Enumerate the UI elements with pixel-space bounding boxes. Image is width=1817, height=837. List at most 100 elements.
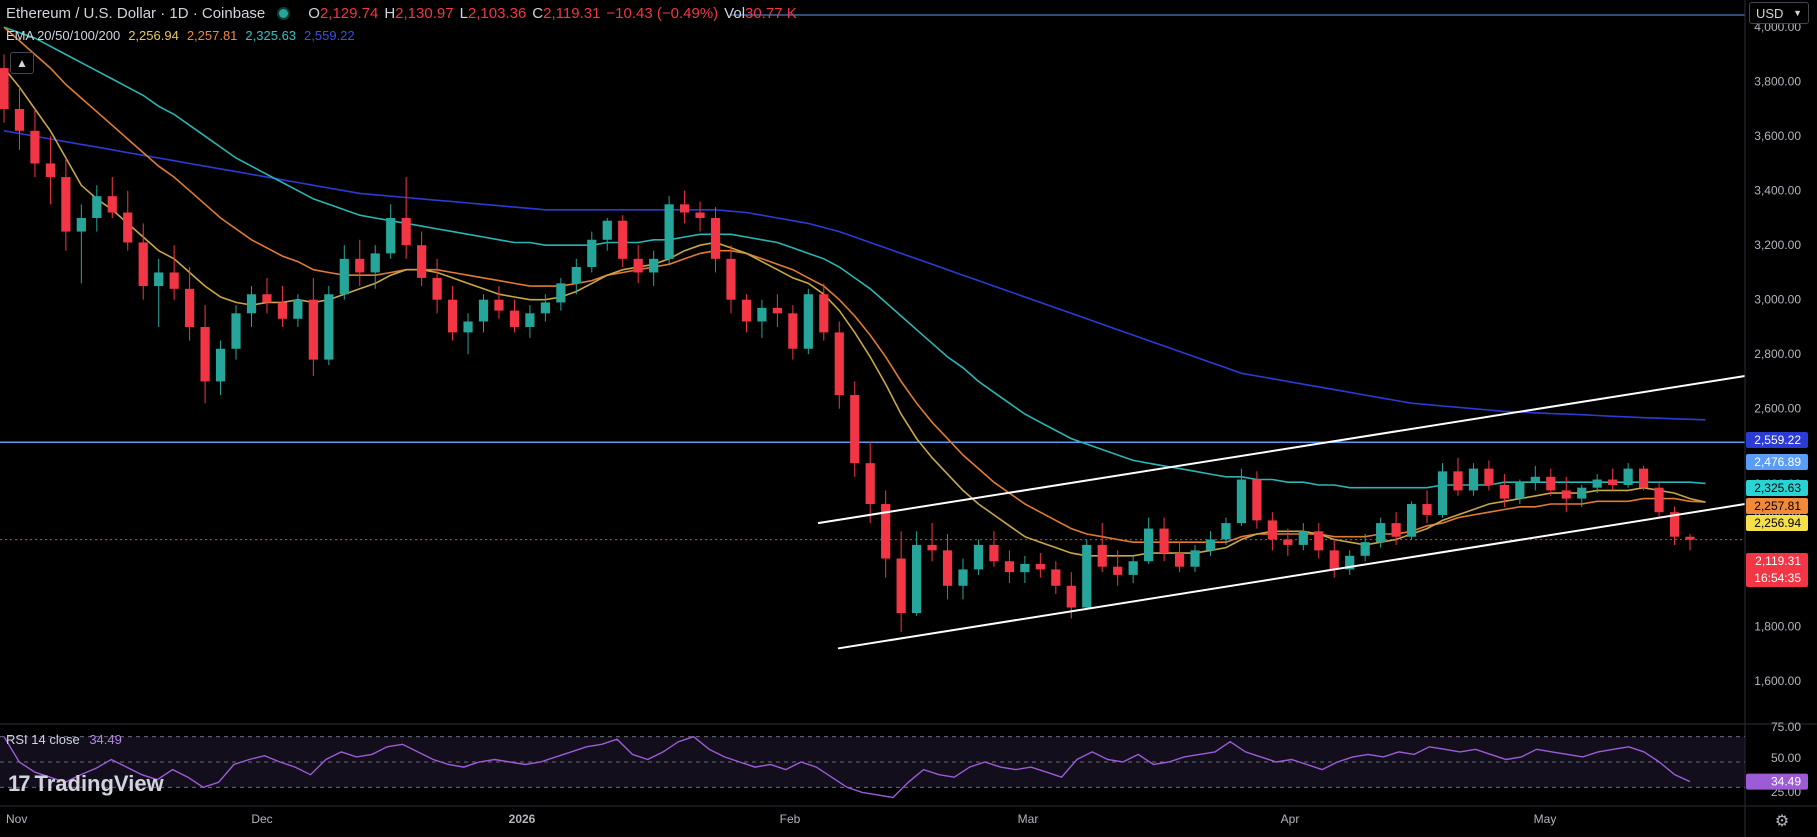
candle bbox=[1314, 523, 1324, 559]
candle-body bbox=[556, 283, 566, 303]
candle bbox=[1468, 463, 1479, 496]
change-value: −10.43 (−0.49%) bbox=[606, 4, 719, 22]
candle bbox=[556, 277, 566, 311]
candle-body bbox=[494, 299, 504, 311]
currency-select[interactable]: USD ▼ bbox=[1749, 2, 1809, 24]
high-label: H bbox=[384, 4, 396, 22]
candle bbox=[1345, 550, 1355, 575]
candle bbox=[1236, 468, 1247, 526]
candle-body bbox=[324, 294, 334, 360]
candle-body bbox=[587, 239, 597, 268]
candle-body bbox=[200, 326, 210, 382]
candle bbox=[1205, 531, 1216, 556]
collapse-legend-button[interactable]: ▲ bbox=[10, 52, 34, 74]
candle-body bbox=[1066, 585, 1076, 608]
candle-body bbox=[401, 217, 411, 246]
candle-body bbox=[958, 569, 968, 586]
candle bbox=[664, 196, 674, 265]
candle-body bbox=[571, 267, 581, 284]
candle bbox=[1298, 523, 1308, 551]
candle bbox=[246, 286, 257, 327]
candle bbox=[633, 245, 643, 284]
candle bbox=[1406, 501, 1417, 540]
candle-body bbox=[1298, 531, 1308, 545]
candle-body bbox=[1685, 536, 1695, 540]
time-tick-label: Dec bbox=[251, 812, 272, 826]
candle bbox=[1004, 550, 1015, 584]
candle bbox=[61, 158, 71, 251]
candle bbox=[1190, 544, 1200, 573]
ema100-line bbox=[3, 26, 1706, 489]
market-status-dot bbox=[279, 8, 289, 18]
tradingview-logo[interactable]: 17 TradingView bbox=[8, 771, 164, 797]
candle-body bbox=[1453, 471, 1463, 491]
price-label-text: 2,559.22 bbox=[1754, 433, 1801, 447]
candle bbox=[1113, 550, 1123, 586]
candle-body bbox=[154, 272, 164, 287]
candle-body bbox=[881, 504, 891, 559]
candle bbox=[772, 294, 782, 327]
rsi-tick-label: 75.00 bbox=[1771, 720, 1801, 734]
tradingview-wordmark: TradingView bbox=[34, 771, 164, 796]
candle bbox=[1499, 474, 1509, 507]
candle bbox=[185, 267, 195, 341]
candle bbox=[1561, 476, 1571, 513]
candle-body bbox=[14, 108, 25, 131]
candle-body bbox=[912, 544, 922, 614]
candle bbox=[1608, 468, 1618, 491]
candle-body bbox=[1020, 563, 1030, 573]
candle bbox=[339, 245, 349, 300]
candle bbox=[1144, 517, 1154, 564]
candle bbox=[1623, 463, 1633, 488]
candle bbox=[1638, 465, 1649, 491]
candle bbox=[123, 190, 133, 251]
candle bbox=[695, 201, 705, 232]
candle-body bbox=[355, 258, 365, 273]
low-value: 2,103.36 bbox=[467, 4, 527, 22]
price-tick-label: 2,600.00 bbox=[1754, 402, 1801, 416]
chevron-up-icon: ▲ bbox=[16, 56, 28, 70]
ema-label: EMA 20/50/100/200 bbox=[6, 28, 121, 43]
candle bbox=[989, 531, 999, 567]
price-label-bg bbox=[1746, 515, 1808, 531]
candle bbox=[277, 286, 288, 327]
candle-body bbox=[231, 313, 241, 349]
price-label-bg bbox=[1746, 498, 1808, 514]
rsi-legend[interactable]: RSI 14 close 34.49 bbox=[6, 732, 122, 747]
price-tick-label: 3,600.00 bbox=[1754, 129, 1801, 143]
candle-body bbox=[1437, 471, 1448, 515]
price-axis-label-ema50: 2,257.81 bbox=[1746, 498, 1808, 514]
price-label-text: 2,476.89 bbox=[1754, 455, 1801, 469]
candle bbox=[1082, 539, 1092, 611]
candle bbox=[726, 245, 736, 314]
candle bbox=[896, 531, 906, 633]
candle-body bbox=[1252, 479, 1262, 521]
candle bbox=[30, 108, 40, 178]
candle-body bbox=[1329, 550, 1339, 570]
candle bbox=[1020, 555, 1030, 584]
ema50-value: 2,257.81 bbox=[186, 28, 238, 43]
candle-body bbox=[1654, 487, 1664, 513]
candle-body bbox=[618, 220, 628, 259]
candle bbox=[509, 299, 520, 333]
ema-legend[interactable]: EMA 20/50/100/200 2,256.94 2,257.81 2,32… bbox=[6, 28, 355, 43]
candle bbox=[1097, 523, 1107, 573]
candle-body bbox=[896, 558, 906, 614]
candle bbox=[169, 245, 179, 300]
candle bbox=[76, 204, 86, 284]
candle bbox=[942, 534, 953, 600]
candle-body bbox=[1515, 482, 1525, 499]
candle-body bbox=[1283, 539, 1293, 545]
candle bbox=[1128, 555, 1138, 584]
symbol-title[interactable]: Ethereum / U.S. Dollar · 1D · Coinbase bbox=[6, 4, 266, 22]
candle-body bbox=[246, 294, 257, 314]
gear-icon[interactable]: ⚙ bbox=[1774, 813, 1790, 830]
candle bbox=[1437, 463, 1448, 518]
candle-body bbox=[1236, 479, 1247, 524]
candle-body bbox=[123, 212, 133, 243]
candle-body bbox=[1608, 479, 1618, 485]
candle-body bbox=[726, 258, 736, 300]
rsi-value-label: 34.49 bbox=[1746, 773, 1808, 790]
time-tick-label: Apr bbox=[1281, 812, 1300, 826]
